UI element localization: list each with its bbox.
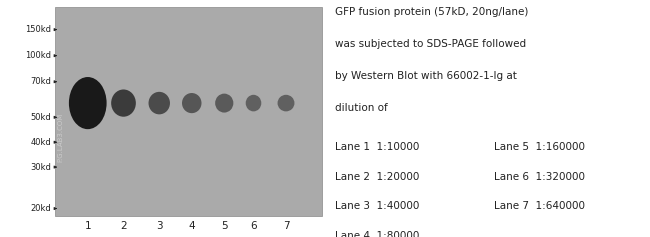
Text: 4: 4 [188, 221, 195, 231]
Text: P.G.LAB3.COM: P.G.LAB3.COM [57, 113, 64, 162]
Text: 150kd: 150kd [25, 25, 51, 34]
Text: 20kd: 20kd [31, 204, 51, 213]
Text: was subjected to SDS-PAGE followed: was subjected to SDS-PAGE followed [335, 39, 526, 49]
Text: 1: 1 [84, 221, 91, 231]
Text: Lane 2  1:20000: Lane 2 1:20000 [335, 172, 419, 182]
Text: Lane 5  1:160000: Lane 5 1:160000 [494, 142, 585, 152]
Text: Lane 1  1:10000: Lane 1 1:10000 [335, 142, 419, 152]
Text: 7: 7 [283, 221, 289, 231]
Text: dilution of: dilution of [335, 103, 387, 113]
Text: 2: 2 [120, 221, 127, 231]
Text: Lane 3  1:40000: Lane 3 1:40000 [335, 201, 419, 211]
Ellipse shape [148, 92, 170, 114]
Bar [55, 7, 322, 216]
Text: 30kd: 30kd [31, 163, 51, 172]
Text: Lane 6  1:320000: Lane 6 1:320000 [494, 172, 585, 182]
Text: GFP fusion protein (57kD, 20ng/lane): GFP fusion protein (57kD, 20ng/lane) [335, 7, 528, 17]
Ellipse shape [111, 90, 136, 117]
Text: Lane 4  1:80000: Lane 4 1:80000 [335, 231, 419, 237]
Ellipse shape [278, 95, 294, 111]
Ellipse shape [182, 93, 202, 113]
Ellipse shape [69, 77, 107, 129]
Text: 3: 3 [156, 221, 162, 231]
Ellipse shape [246, 95, 261, 111]
Text: 6: 6 [250, 221, 257, 231]
Text: Lane 7  1:640000: Lane 7 1:640000 [494, 201, 585, 211]
Text: by Western Blot with 66002-1-Ig at: by Western Blot with 66002-1-Ig at [335, 71, 517, 81]
Text: 70kd: 70kd [31, 77, 51, 86]
Text: 5: 5 [221, 221, 228, 231]
Text: 100kd: 100kd [25, 51, 51, 60]
Text: 40kd: 40kd [31, 138, 51, 147]
Text: 50kd: 50kd [31, 113, 51, 122]
Ellipse shape [215, 94, 233, 113]
